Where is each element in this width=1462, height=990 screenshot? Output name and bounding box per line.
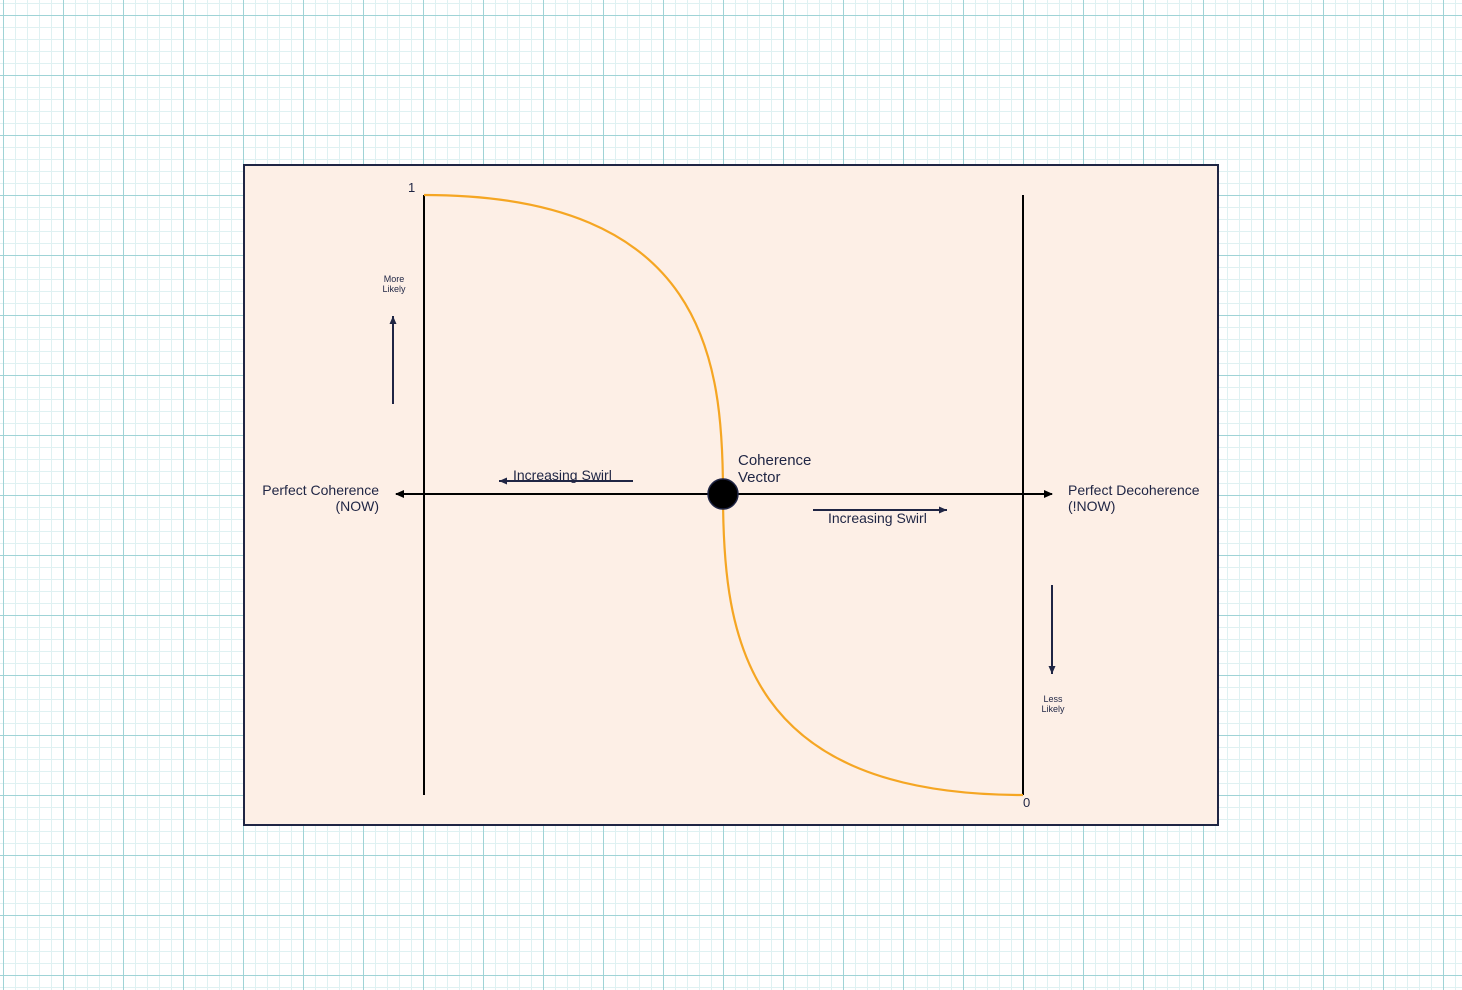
perfect-decoherence-label: Perfect Decoherence (!NOW) [1068, 482, 1200, 515]
less-likely-label: Less Likely [1041, 694, 1065, 715]
more-likely-label: More Likely [382, 274, 406, 295]
left-swirl-label: Increasing Swirl [513, 467, 612, 483]
perfect-coherence-label: Perfect Coherence (NOW) [262, 482, 379, 515]
coherence-vector-label: Coherence Vector [738, 452, 812, 487]
coherence-vector-node[interactable] [707, 478, 739, 510]
right-swirl-label: Increasing Swirl [828, 510, 927, 526]
axis-top-value: 1 [408, 180, 416, 195]
axis-bottom-value: 0 [1023, 795, 1031, 810]
